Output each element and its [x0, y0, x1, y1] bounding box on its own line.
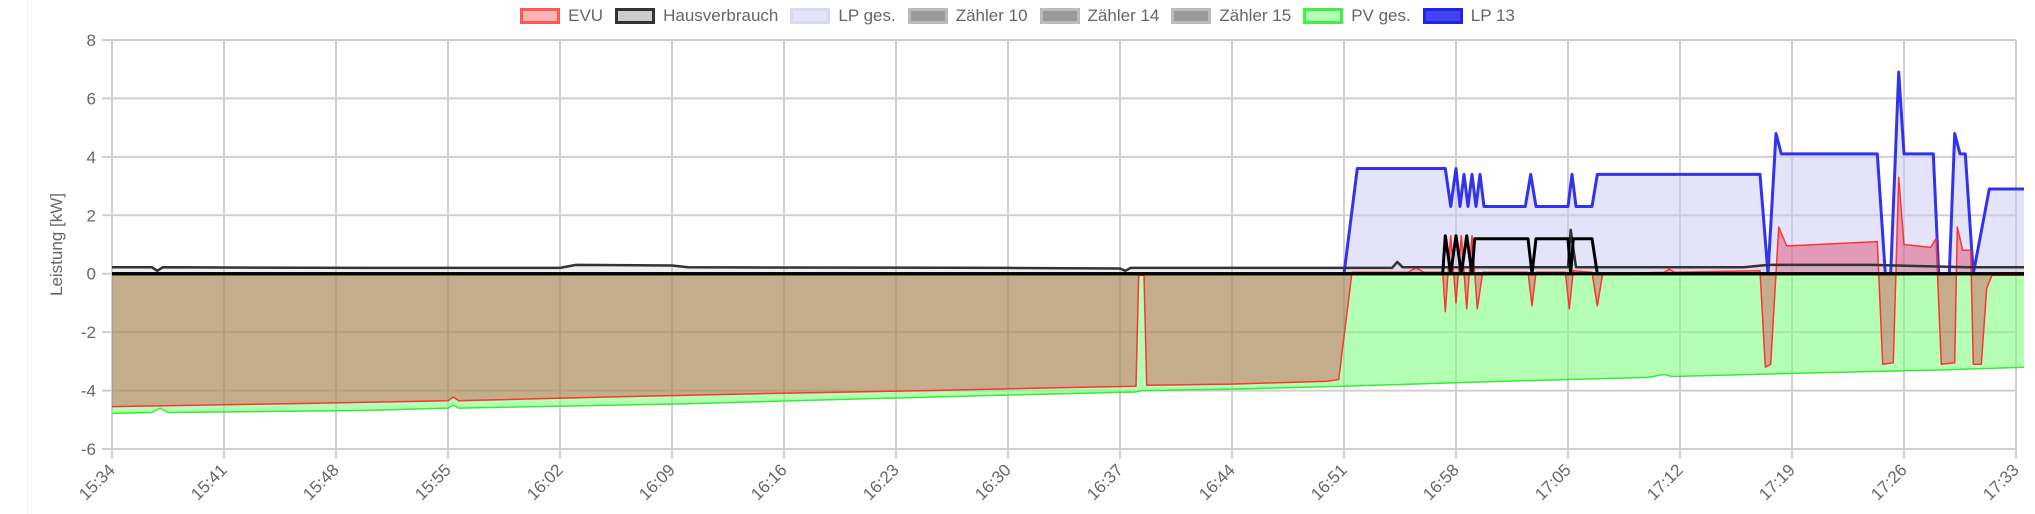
y-tick-label: -2: [81, 323, 96, 342]
legend-item[interactable]: LP ges.: [790, 6, 896, 26]
legend-swatch: [615, 8, 656, 24]
series-line-pv-ges-: [111, 366, 2025, 415]
legend-label: Zähler 14: [1087, 6, 1160, 25]
x-tick-label: 17:05: [1531, 460, 1575, 504]
legend-item[interactable]: Zähler 10: [907, 6, 1028, 26]
y-tick-label: 4: [87, 148, 96, 167]
x-tick-label: 17:19: [1755, 460, 1799, 504]
legend-label: LP 13: [1470, 6, 1515, 25]
x-tick-label: 15:48: [299, 460, 343, 504]
x-tick-label: 17:26: [1867, 460, 1911, 504]
legend-swatch: [790, 8, 831, 24]
x-tick-label: 16:16: [747, 460, 791, 504]
series-line-hausverbrauch: [112, 228, 2024, 273]
x-tick-label: 16:02: [523, 460, 567, 504]
legend-label: PV ges.: [1351, 6, 1411, 25]
x-tick-label: 15:55: [411, 460, 455, 504]
y-tick-label: -4: [81, 382, 96, 401]
x-tick-label: 16:09: [635, 460, 679, 504]
legend-label: LP ges.: [838, 6, 896, 25]
legend-label: Hausverbrauch: [663, 6, 779, 25]
series-fill-evu: [112, 177, 2024, 407]
x-tick-label: 16:37: [1083, 460, 1127, 504]
x-tick-label: 15:34: [75, 460, 119, 504]
legend-label: Zähler 10: [955, 6, 1028, 25]
series-fill-lp-13: [112, 72, 2024, 274]
legend-item[interactable]: Zähler 14: [1039, 6, 1160, 26]
y-tick-label: 8: [87, 31, 96, 50]
series-fill-pv-ges-: [112, 273, 2024, 414]
legend-item[interactable]: PV ges.: [1303, 6, 1411, 26]
y-tick-label: 0: [87, 265, 96, 284]
legend-item[interactable]: Zähler 15: [1171, 6, 1291, 26]
x-tick-label: 16:30: [971, 460, 1015, 504]
legend-label: EVU: [568, 6, 604, 25]
legend-swatch: [1303, 8, 1344, 24]
x-tick-label: 15:41: [187, 460, 231, 504]
legend-swatch: [1422, 8, 1463, 24]
y-tick-label: 2: [87, 206, 96, 225]
page-divider: [27, 0, 28, 514]
legend-swatch: [1171, 8, 1212, 24]
legend-swatch: [907, 8, 948, 24]
legend-swatch: [1039, 8, 1080, 24]
x-tick-label: 17:33: [1979, 460, 2023, 504]
x-tick-label: 16:51: [1307, 460, 1351, 504]
legend-label: Zähler 15: [1219, 6, 1292, 25]
legend-item[interactable]: LP 13: [1422, 6, 1515, 26]
series-line-z-hler-10: [112, 234, 2024, 276]
y-tick-label: -6: [81, 440, 96, 459]
legend-swatch: [520, 8, 561, 24]
x-tick-label: 17:12: [1643, 460, 1687, 504]
x-tick-label: 16:23: [859, 460, 903, 504]
series-fill-hausverbrauch: [112, 229, 2024, 274]
x-tick-label: 16:44: [1195, 460, 1239, 504]
y-tick-label: 6: [87, 89, 96, 108]
x-tick-label: 16:58: [1419, 460, 1463, 504]
chart-legend: EVU Hausverbrauch LP ges. Zähler 10 Zähler 1…: [0, 6, 2035, 26]
legend-item[interactable]: Hausverbrauch: [615, 6, 778, 26]
y-axis-label: Leistung [kW]: [47, 193, 66, 296]
legend-item[interactable]: EVU: [520, 6, 603, 26]
